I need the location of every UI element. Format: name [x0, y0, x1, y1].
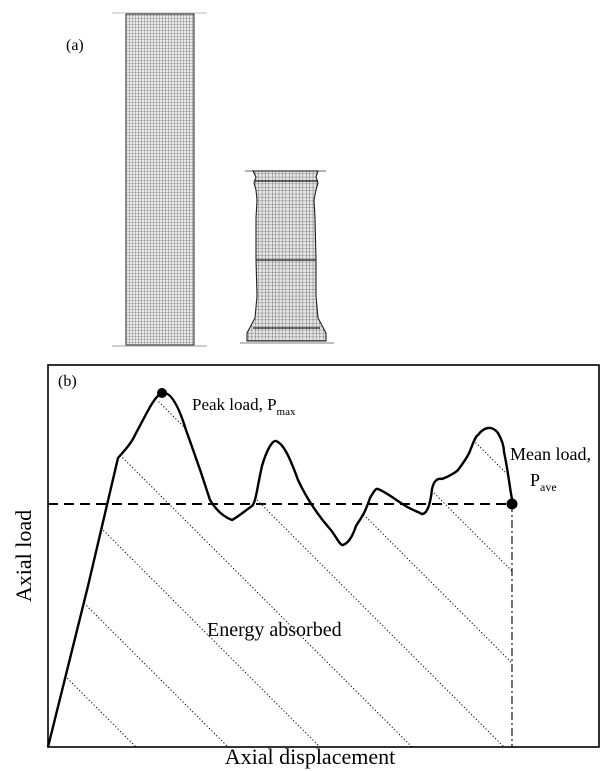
peak-load-label: Peak load, Pmax	[192, 395, 296, 418]
mean-load-label-line2: Pave	[530, 470, 557, 494]
mean-load-point	[506, 498, 518, 510]
energy-absorbed-hatch	[48, 393, 512, 747]
panel-b-label: (b)	[58, 373, 77, 390]
mean-load-label-line1: Mean load,	[510, 444, 591, 464]
crushed-tube-mesh	[240, 170, 334, 344]
x-axis-label: Axial displacement	[225, 744, 395, 769]
panel-a: (a)	[66, 12, 334, 347]
energy-absorbed-label: Energy absorbed	[207, 619, 342, 641]
panel-a-label: (a)	[66, 37, 84, 54]
peak-load-point	[157, 388, 167, 398]
load-displacement-curve	[46, 391, 514, 748]
plot-frame	[47, 364, 600, 748]
panel-b: (b) Peak load, Pmax Mean load, Pave Ener…	[11, 364, 600, 769]
undeformed-tube-mesh	[112, 12, 207, 347]
y-axis-label: Axial load	[11, 510, 36, 602]
